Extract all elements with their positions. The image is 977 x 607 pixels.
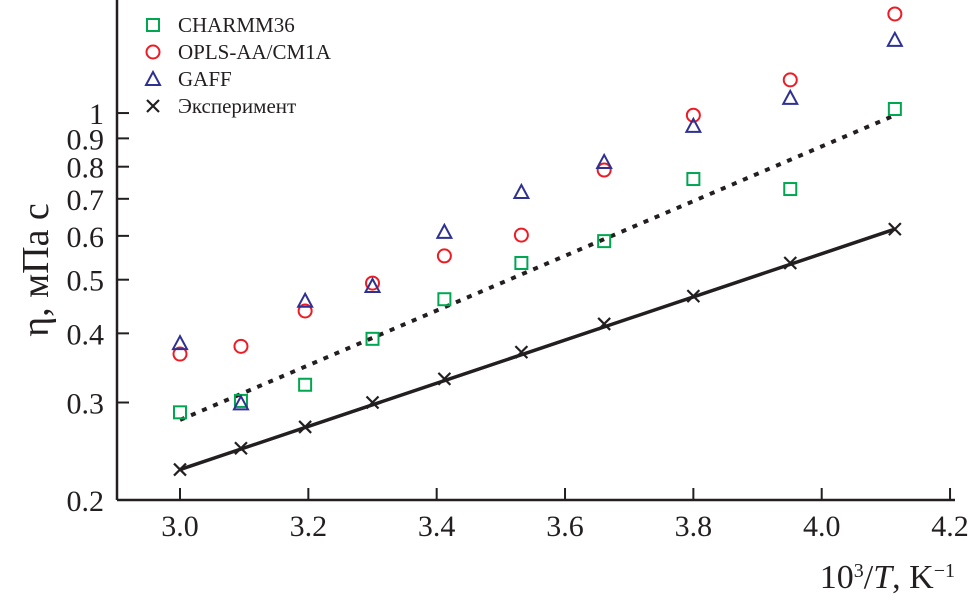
square-point: [887, 101, 902, 116]
cross-point: [597, 317, 611, 331]
cross-point: [437, 372, 452, 386]
legend-label: Эксперимент: [178, 94, 296, 118]
y-tick-label: 0.8: [67, 152, 105, 185]
square-point: [686, 172, 701, 187]
series-circle: [172, 6, 903, 362]
cross-point: [783, 256, 798, 270]
dotted-fit-line: [179, 113, 896, 422]
cross-point: [298, 420, 312, 434]
x-axis-label: 103/T, K−1: [820, 559, 955, 596]
legend-label: CHARMM36: [178, 13, 295, 37]
cross-point: [365, 395, 380, 410]
square-point: [437, 292, 452, 307]
circle-point: [436, 248, 452, 264]
series-triangle: [171, 30, 904, 411]
solid-fit-line: [179, 227, 896, 472]
legend-cross-icon: [146, 99, 160, 113]
circle-point: [513, 227, 529, 243]
triangle-point: [296, 291, 314, 308]
x-tick-label: 3.4: [418, 510, 456, 543]
cross-point: [234, 441, 248, 456]
y-tick-label: 1: [89, 98, 104, 131]
y-axis-label: η, мПа с: [15, 203, 57, 337]
circle-point: [596, 162, 612, 178]
y-tick-label: 0.2: [67, 485, 105, 518]
y-tick-label: 0.3: [67, 388, 105, 421]
square-point: [365, 331, 380, 346]
circle-point: [233, 338, 249, 354]
legend-label: GAFF: [178, 67, 232, 91]
triangle-point: [886, 30, 904, 47]
y-tick-label: 0.6: [67, 221, 105, 254]
triangle-point: [684, 116, 703, 133]
square-point: [298, 377, 313, 392]
square-point: [173, 405, 187, 420]
triangle-point: [512, 182, 531, 200]
square-point: [514, 255, 529, 270]
x-tick-label: 3.0: [161, 510, 199, 543]
y-tick-label: 0.4: [67, 318, 105, 351]
triangle-point: [171, 334, 189, 351]
x-tick-label: 4.2: [931, 510, 969, 543]
circle-point: [782, 72, 798, 88]
y-tick-label: 0.9: [67, 123, 105, 156]
circle-point: [685, 107, 701, 123]
axes: 3.0 3.2 3.4 3.6 3.8 4.0 4.20.20.30.40.50.60.70…: [67, 0, 969, 543]
cross-point: [686, 289, 701, 303]
series-square: [173, 101, 902, 420]
circle-point: [172, 346, 188, 362]
fit-lines: [179, 113, 896, 472]
circle-point: [365, 275, 381, 291]
x-tick-label: 3.8: [675, 510, 713, 543]
triangle-point: [363, 276, 382, 294]
circle-point: [887, 6, 903, 22]
legend-circle-icon: [145, 44, 161, 60]
circle-point: [297, 303, 313, 319]
x-tick-label: 4.0: [803, 510, 841, 543]
legend-triangle-icon: [144, 69, 162, 86]
cross-point: [514, 345, 529, 359]
cross-point: [888, 222, 902, 236]
x-tick-label: 3.6: [546, 510, 584, 543]
triangle-point: [595, 152, 613, 169]
legend: CHARMM36 OPLS-AA/CM1A GAFF Эксперимент: [144, 13, 332, 118]
y-tick-label: 0.7: [67, 184, 105, 217]
series-cross: [173, 222, 902, 477]
legend-square-icon: [146, 18, 160, 32]
legend-label: OPLS-AA/CM1A: [178, 40, 332, 64]
triangle-point: [232, 394, 250, 411]
data-points: [171, 6, 904, 477]
x-tick-label: 3.2: [290, 510, 328, 543]
y-tick-label: 0.5: [67, 265, 105, 298]
triangle-point: [781, 88, 799, 105]
cross-point: [173, 462, 187, 477]
square-point: [783, 182, 798, 197]
triangle-point: [435, 222, 454, 239]
square-point: [597, 234, 612, 249]
